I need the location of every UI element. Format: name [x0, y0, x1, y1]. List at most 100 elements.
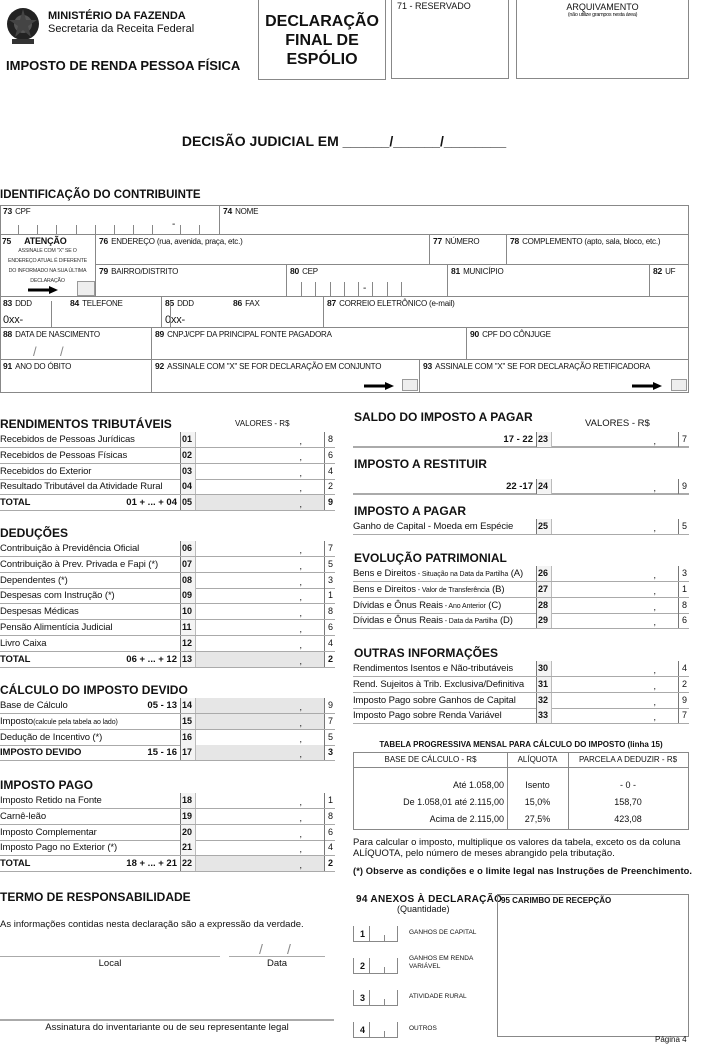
value-input[interactable]: ,: [196, 636, 324, 651]
joint-declaration-checkbox[interactable]: [402, 379, 418, 391]
check-digit: 5: [324, 729, 335, 745]
value-input[interactable]: ,: [552, 479, 678, 494]
line-item-11: Pensão Alimentícia Judicial 11, 6: [0, 620, 335, 636]
value-input[interactable]: ,: [196, 840, 324, 855]
value-input[interactable]: ,: [552, 432, 678, 447]
line-item-label: TOTAL: [0, 654, 30, 665]
value-input[interactable]: ,: [196, 730, 324, 745]
value-input[interactable]: ,: [552, 677, 678, 692]
value-input[interactable]: ,: [196, 588, 324, 603]
signature-line[interactable]: Assinatura do inventariante ou de seu re…: [0, 1019, 334, 1033]
check-digit: 8: [678, 597, 689, 613]
check-digit: 6: [678, 613, 689, 629]
annex-quantity-input[interactable]: 4: [353, 1022, 398, 1038]
value-input[interactable]: ,: [196, 713, 324, 729]
value-input[interactable]: ,: [196, 432, 324, 447]
name-field[interactable]: 74 NOME: [220, 205, 689, 235]
value-input[interactable]: ,: [196, 479, 324, 494]
line-item-label: Imposto Pago sobre Ganhos de Capital: [353, 695, 516, 706]
spouse-cpf-field[interactable]: 90 CPF DO CÔNJUGE: [467, 328, 689, 360]
cep-field[interactable]: 80 CEP -: [287, 265, 448, 297]
label-suffix: (B): [489, 583, 505, 595]
decimal-comma: ,: [653, 483, 656, 493]
value-input[interactable]: ,: [552, 519, 678, 534]
document-title-box: DECLARAÇÃO FINAL DE ESPÓLIO: [258, 0, 386, 80]
cpf-field[interactable]: 73 CPF -: [0, 205, 220, 235]
value-input[interactable]: ,: [196, 856, 324, 872]
district-field[interactable]: 79 BAIRRO/DISTRITO: [96, 265, 287, 297]
address-field[interactable]: 76 ENDEREÇO (rua, avenida, praça, etc.): [96, 235, 430, 265]
value-input[interactable]: ,: [552, 661, 678, 676]
joint-declaration-field: 92 ASSINALE COM "X" SE FOR DECLARAÇÃO EM …: [152, 360, 420, 393]
email-field[interactable]: 87 CORREIO ELETRÔNICO (e-mail): [324, 297, 689, 328]
value-input[interactable]: ,: [552, 598, 678, 613]
table-cell-rate: 27,5%: [524, 814, 551, 824]
state-field[interactable]: 82 UF: [650, 265, 689, 297]
fax-field[interactable]: 86 FAX: [170, 297, 324, 328]
ddd-phone-field[interactable]: 83 DDD 0xx-: [0, 297, 67, 328]
line-item-label: Ganho de Capital - Moeda em Espécie: [353, 521, 513, 532]
label-text: Base de Cálculo: [0, 700, 68, 711]
value-input[interactable]: ,: [196, 541, 324, 556]
check-digit: 5: [324, 556, 335, 572]
line-item-30: Rendimentos Isentos e Não-tributáveis 30,…: [353, 661, 689, 677]
value-input[interactable]: ,: [196, 604, 324, 619]
birth-date-field[interactable]: 88 DATA DE NASCIMENTO / /: [0, 328, 152, 360]
number-field[interactable]: 77 NÚMERO: [430, 235, 507, 265]
complement-field[interactable]: 78 COMPLEMENTO (apto, sala, bloco, etc.): [507, 235, 689, 265]
decimal-comma: ,: [299, 733, 302, 744]
decimal-comma: ,: [299, 545, 302, 555]
rectifying-declaration-checkbox[interactable]: [671, 379, 687, 391]
annex-label: GANHOS DE CAPITAL: [409, 929, 477, 936]
section-title-calculo: CÁLCULO DO IMPOSTO DEVIDO: [0, 683, 188, 697]
decimal-comma: ,: [299, 749, 302, 760]
annex-quantity-input[interactable]: 2: [353, 958, 398, 974]
value-input[interactable]: ,: [196, 495, 324, 511]
date-line[interactable]: Data: [229, 956, 325, 969]
place-line[interactable]: Local: [0, 956, 220, 969]
digit-divider: [369, 926, 370, 941]
terms-title: TERMO DE RESPONSABILIDADE: [0, 890, 191, 904]
line-item-label: Dedução de Incentivo (*): [0, 732, 102, 743]
annex-quantity-input[interactable]: 3: [353, 990, 398, 1006]
value-input[interactable]: ,: [196, 745, 324, 761]
check-digit: 2: [324, 479, 335, 495]
value-input[interactable]: ,: [196, 825, 324, 840]
field-number: 92: [155, 361, 165, 371]
annex-label: GANHOS EM RENDA VARIÁVEL: [409, 955, 473, 970]
value-input[interactable]: ,: [552, 582, 678, 597]
value-input[interactable]: ,: [196, 698, 324, 713]
value-input[interactable]: ,: [196, 464, 324, 479]
annex-quantity-input[interactable]: 1: [353, 926, 398, 942]
value-input[interactable]: ,: [196, 651, 324, 667]
death-year-field[interactable]: 91 ANO DO ÓBITO: [0, 360, 152, 393]
line-code: 02: [180, 447, 196, 463]
value-input[interactable]: ,: [196, 809, 324, 824]
value-input[interactable]: ,: [196, 793, 324, 808]
line-code: 25: [536, 519, 552, 534]
payer-cnpj-field[interactable]: 89 CNPJ/CPF DA PRINCIPAL FONTE PAGADORA: [152, 328, 467, 360]
city-field[interactable]: 81 MUNICÍPIO: [448, 265, 650, 297]
value-input[interactable]: ,: [552, 613, 678, 628]
ddd-fax-field[interactable]: 85DDD 0xx-: [162, 297, 230, 328]
value-input[interactable]: ,: [196, 557, 324, 572]
value-input[interactable]: ,: [552, 566, 678, 581]
annex-label: OUTROS: [409, 1025, 437, 1032]
phone-field[interactable]: 84 TELEFONE: [51, 297, 162, 328]
check-digit: 4: [324, 463, 335, 479]
check-digit: 6: [324, 447, 335, 463]
address-changed-checkbox[interactable]: [77, 281, 95, 296]
value-input[interactable]: ,: [196, 573, 324, 588]
label-suffix: (D): [497, 615, 513, 627]
line-code: 20: [180, 824, 196, 840]
decimal-comma: ,: [653, 617, 656, 628]
value-input[interactable]: ,: [196, 620, 324, 635]
field-label: FAX: [245, 299, 260, 308]
value-input[interactable]: ,: [552, 708, 678, 723]
value-input[interactable]: ,: [196, 448, 324, 463]
section-title-rendimentos: RENDIMENTOS TRIBUTÁVEIS: [0, 417, 172, 431]
digit-divider: [384, 999, 385, 1005]
value-input[interactable]: ,: [552, 693, 678, 708]
line-item-label: Imposto Complementar: [0, 827, 97, 838]
check-digit: 9: [678, 479, 689, 494]
